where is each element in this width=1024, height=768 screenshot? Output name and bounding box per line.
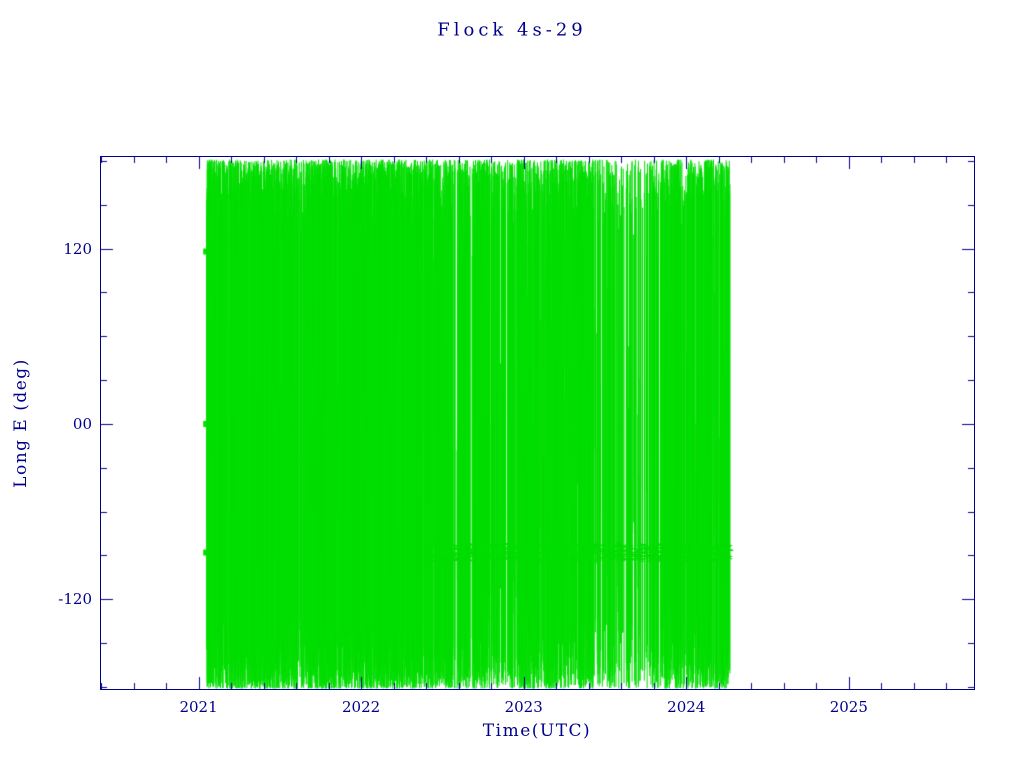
x-axis-label: Time(UTC)	[482, 721, 592, 741]
y-tick-label-neg120: -120	[58, 590, 92, 609]
x-tick-label-2024: 2024	[667, 698, 706, 716]
y-axis-label: Long E (deg)	[11, 358, 31, 488]
y-tick-label-120: 120	[63, 239, 92, 258]
data-series-canvas	[101, 157, 974, 689]
x-tick-label-2023: 2023	[504, 698, 543, 716]
x-tick-label-2021: 2021	[179, 698, 218, 716]
x-tick-label-2025: 2025	[829, 698, 868, 716]
plot-area	[100, 156, 975, 690]
chart-title: Flock 4s-29	[437, 19, 587, 41]
x-tick-label-2022: 2022	[342, 698, 381, 716]
y-tick-label-00: 00	[72, 414, 92, 433]
